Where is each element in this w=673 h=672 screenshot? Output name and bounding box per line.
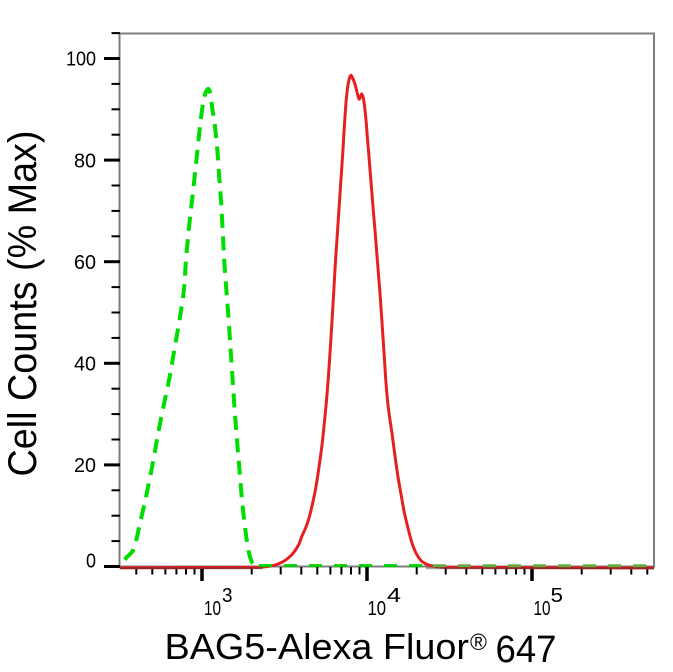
- svg-text:0: 0: [86, 551, 96, 573]
- svg-text:40: 40: [74, 354, 96, 376]
- svg-text:10: 10: [204, 598, 221, 620]
- svg-text:®: ®: [470, 629, 487, 655]
- svg-text:4: 4: [387, 585, 401, 607]
- svg-text:BAG5-Alexa Fluor: BAG5-Alexa Fluor: [165, 626, 470, 667]
- svg-text:647: 647: [496, 629, 557, 671]
- svg-text:10: 10: [534, 598, 551, 620]
- svg-text:100: 100: [66, 49, 96, 71]
- svg-text:20: 20: [74, 455, 96, 477]
- svg-text:3: 3: [222, 585, 233, 607]
- svg-text:Cell Counts (% Max): Cell Counts (% Max): [1, 131, 45, 477]
- svg-text:80: 80: [74, 150, 96, 172]
- svg-text:5: 5: [551, 585, 564, 607]
- svg-text:10: 10: [368, 598, 387, 620]
- svg-text:60: 60: [74, 252, 96, 274]
